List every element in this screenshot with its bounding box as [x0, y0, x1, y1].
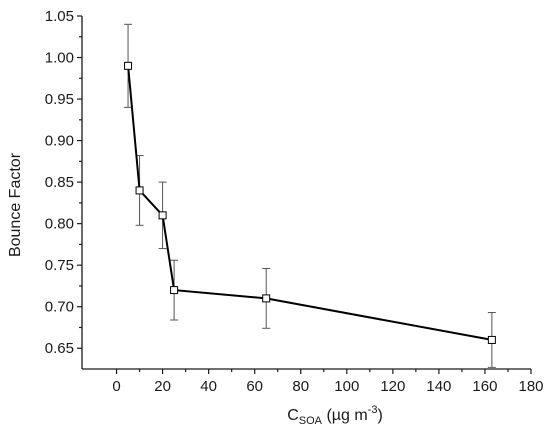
x-tick-label: 100: [334, 378, 359, 395]
plot-area: 0.65 0.70 0.75 0.80 0.85 0.90 0.95 1.00 1.05 0 20…: [45, 8, 544, 395]
series-0: [124, 23, 496, 368]
y-tick-label: 1.00: [45, 50, 74, 67]
x-tick-label: 160: [472, 378, 497, 395]
x-axis-title-superscript: -3: [368, 404, 378, 416]
data-point: [124, 61, 133, 70]
data-series: [124, 23, 496, 368]
x-tick-label: 60: [246, 378, 263, 395]
y-tick-label: 1.05: [45, 8, 74, 25]
x-axis-title-close: ): [377, 407, 382, 424]
y-axis-title: Bounce Factor: [7, 152, 24, 257]
x-tick-label: 40: [200, 378, 217, 395]
y-tick-label: 0.90: [45, 133, 74, 150]
y-tick-label: 0.75: [45, 257, 74, 274]
y-tick-label: 0.95: [45, 91, 74, 108]
data-point: [135, 186, 144, 195]
axes: 0.65 0.70 0.75 0.80 0.85 0.90 0.95 1.00 1.05 0 20…: [45, 8, 544, 395]
data-point: [262, 294, 271, 303]
x-axis-title: CSOA (µg m-3): [287, 404, 383, 427]
series-line: [127, 65, 493, 341]
x-tick-label: 180: [518, 378, 543, 395]
x-axis-ticks: 0 20 40 60 80 100 120 140 160 180: [112, 369, 544, 395]
x-axis-title-main: C: [287, 407, 299, 424]
x-tick-label: 0: [112, 378, 120, 395]
x-tick-label: 120: [380, 378, 405, 395]
x-axis-title-units: (µg m: [322, 407, 368, 424]
y-tick-label: 0.85: [45, 174, 74, 191]
x-tick-label: 80: [292, 378, 309, 395]
x-tick-label: 20: [154, 378, 171, 395]
y-tick-label: 0.70: [45, 299, 74, 316]
data-point: [158, 211, 167, 220]
y-axis-ticks: 0.65 0.70 0.75 0.80 0.85 0.90 0.95 1.00 1.05: [45, 8, 82, 357]
y-tick-label: 0.65: [45, 340, 74, 357]
x-tick-label: 140: [426, 378, 451, 395]
data-point: [170, 286, 179, 295]
y-tick-label: 0.80: [45, 216, 74, 233]
x-axis-title-subscript: SOA: [299, 415, 323, 427]
data-point: [487, 335, 496, 344]
